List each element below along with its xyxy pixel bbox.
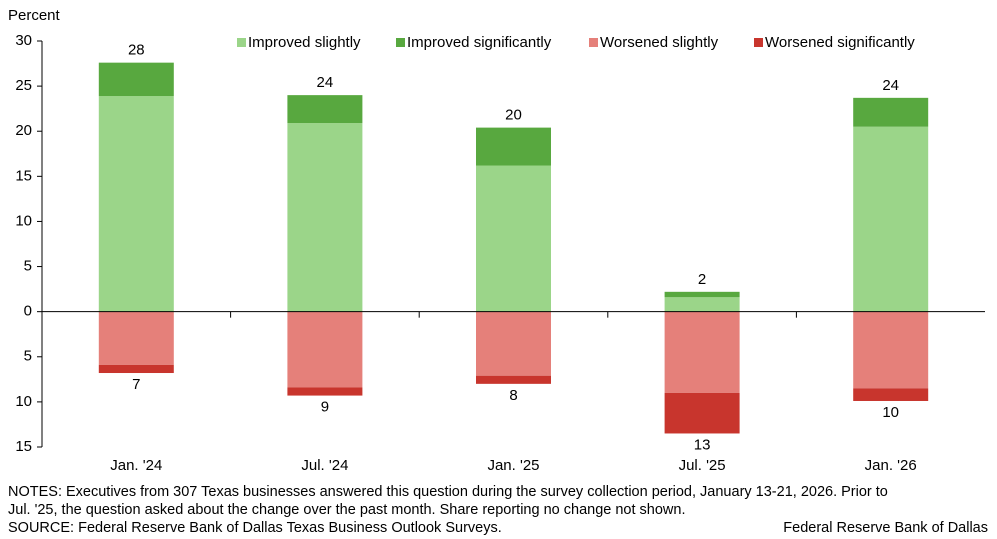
total-label: 13 bbox=[694, 436, 711, 453]
bar-segment bbox=[664, 291, 740, 298]
bar-segment bbox=[476, 127, 551, 166]
bar-segment bbox=[98, 311, 174, 365]
y-tick-label: 15 bbox=[15, 167, 32, 184]
legend-label: Improved significantly bbox=[407, 34, 552, 51]
total-label: 20 bbox=[505, 107, 522, 124]
bar-segment bbox=[287, 95, 363, 124]
bar-segment bbox=[98, 364, 174, 374]
bar-segment bbox=[664, 297, 740, 312]
y-tick-label: 10 bbox=[15, 393, 32, 410]
x-tick-label: Jul. '25 bbox=[679, 457, 726, 474]
total-label: 9 bbox=[321, 399, 329, 416]
x-tick-label: Jan. '24 bbox=[110, 457, 162, 474]
bar-segment bbox=[853, 311, 929, 389]
bar-segment bbox=[476, 375, 551, 384]
y-tick-label: 25 bbox=[15, 77, 32, 94]
total-label: 10 bbox=[882, 404, 899, 421]
legend-swatch bbox=[754, 38, 763, 47]
credit: Federal Reserve Bank of Dallas bbox=[783, 520, 988, 536]
bar-segment bbox=[287, 311, 363, 388]
notes: NOTES: Executives from 307 Texas busines… bbox=[8, 484, 888, 500]
total-label: 8 bbox=[509, 387, 517, 404]
y-tick-label: 10 bbox=[15, 212, 32, 229]
source: SOURCE: Federal Reserve Bank of Dallas T… bbox=[8, 520, 502, 536]
bar-segment bbox=[664, 392, 740, 434]
y-axis-label: Percent bbox=[8, 7, 61, 24]
notes: Jul. '25, the question asked about the c… bbox=[8, 502, 685, 518]
bar-segment bbox=[98, 62, 174, 97]
bar-segment bbox=[853, 97, 929, 127]
total-label: 24 bbox=[317, 74, 334, 91]
legend-label: Worsened slightly bbox=[600, 34, 719, 51]
bar-segment bbox=[287, 123, 363, 312]
bar-segment bbox=[664, 311, 740, 393]
bar-segment bbox=[476, 165, 551, 312]
y-tick-label: 20 bbox=[15, 122, 32, 139]
bar-segment bbox=[98, 96, 174, 312]
total-label: 24 bbox=[882, 77, 899, 94]
bar-segment bbox=[853, 388, 929, 401]
y-tick-label: 15 bbox=[15, 438, 32, 455]
legend-swatch bbox=[589, 38, 598, 47]
y-tick-label: 5 bbox=[24, 348, 32, 365]
x-tick-label: Jan. '25 bbox=[487, 457, 539, 474]
bar-segment bbox=[287, 387, 363, 396]
legend-swatch bbox=[396, 38, 405, 47]
bar-segment bbox=[853, 126, 929, 312]
legend-label: Worsened significantly bbox=[765, 34, 915, 51]
total-label: 7 bbox=[132, 376, 140, 393]
x-tick-label: Jan. '26 bbox=[865, 457, 917, 474]
total-label: 28 bbox=[128, 42, 145, 59]
y-tick-label: 0 bbox=[24, 303, 32, 320]
total-label: 2 bbox=[698, 271, 706, 288]
bar-segment bbox=[476, 311, 551, 376]
legend-label: Improved slightly bbox=[248, 34, 361, 51]
x-tick-label: Jul. '24 bbox=[301, 457, 348, 474]
legend-swatch bbox=[237, 38, 246, 47]
y-tick-label: 30 bbox=[15, 32, 32, 49]
y-tick-label: 5 bbox=[24, 258, 32, 275]
